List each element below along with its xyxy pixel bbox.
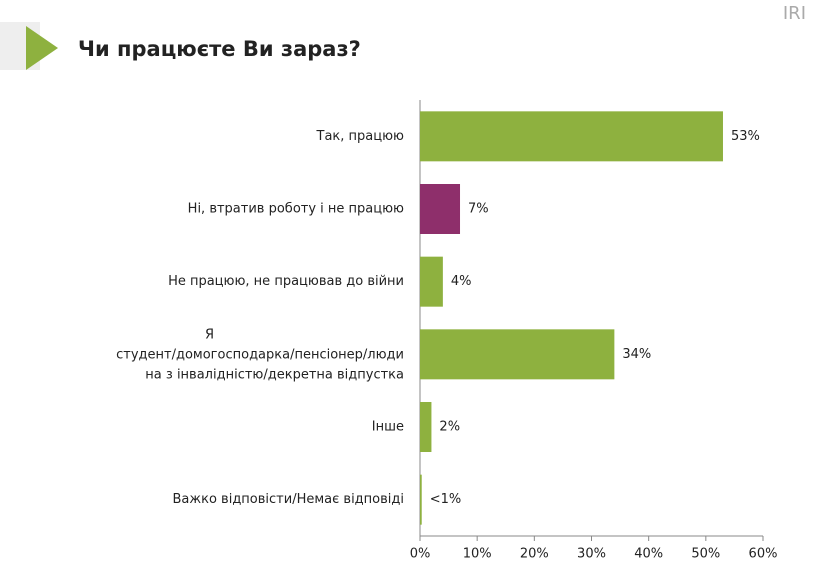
y-tick-label: Ні, втратив роботу і не працюю (188, 202, 404, 217)
y-tick-label: Не працюю, не працював до війни (168, 274, 404, 289)
x-tick-label: 30% (577, 547, 606, 562)
bar (420, 184, 461, 234)
x-tick-label: 0% (410, 547, 431, 562)
value-label: 7% (468, 202, 489, 217)
value-label: 2% (439, 420, 460, 435)
brand: IRI (783, 3, 806, 24)
bar (420, 329, 615, 380)
y-tick-label: Інше (372, 420, 404, 435)
x-tick-label: 20% (520, 547, 549, 562)
bar (420, 256, 443, 307)
bar (420, 474, 422, 525)
y-tick-label: Важко відповісти/Немає відповіді (173, 492, 404, 507)
value-label: 53% (731, 129, 760, 144)
value-label: 4% (451, 274, 472, 289)
x-tick-label: 40% (634, 547, 663, 562)
value-label: <1% (430, 492, 462, 507)
bar (420, 402, 432, 452)
chart-title: Чи працюєте Ви зараз? (78, 37, 361, 61)
x-tick-label: 50% (691, 547, 720, 562)
y-tick-label: Так, працюю (316, 129, 405, 144)
value-label: 34% (622, 347, 651, 362)
x-tick-label: 10% (463, 547, 492, 562)
bar (420, 111, 723, 162)
header-arrow (26, 26, 58, 70)
x-tick-label: 60% (749, 547, 778, 562)
